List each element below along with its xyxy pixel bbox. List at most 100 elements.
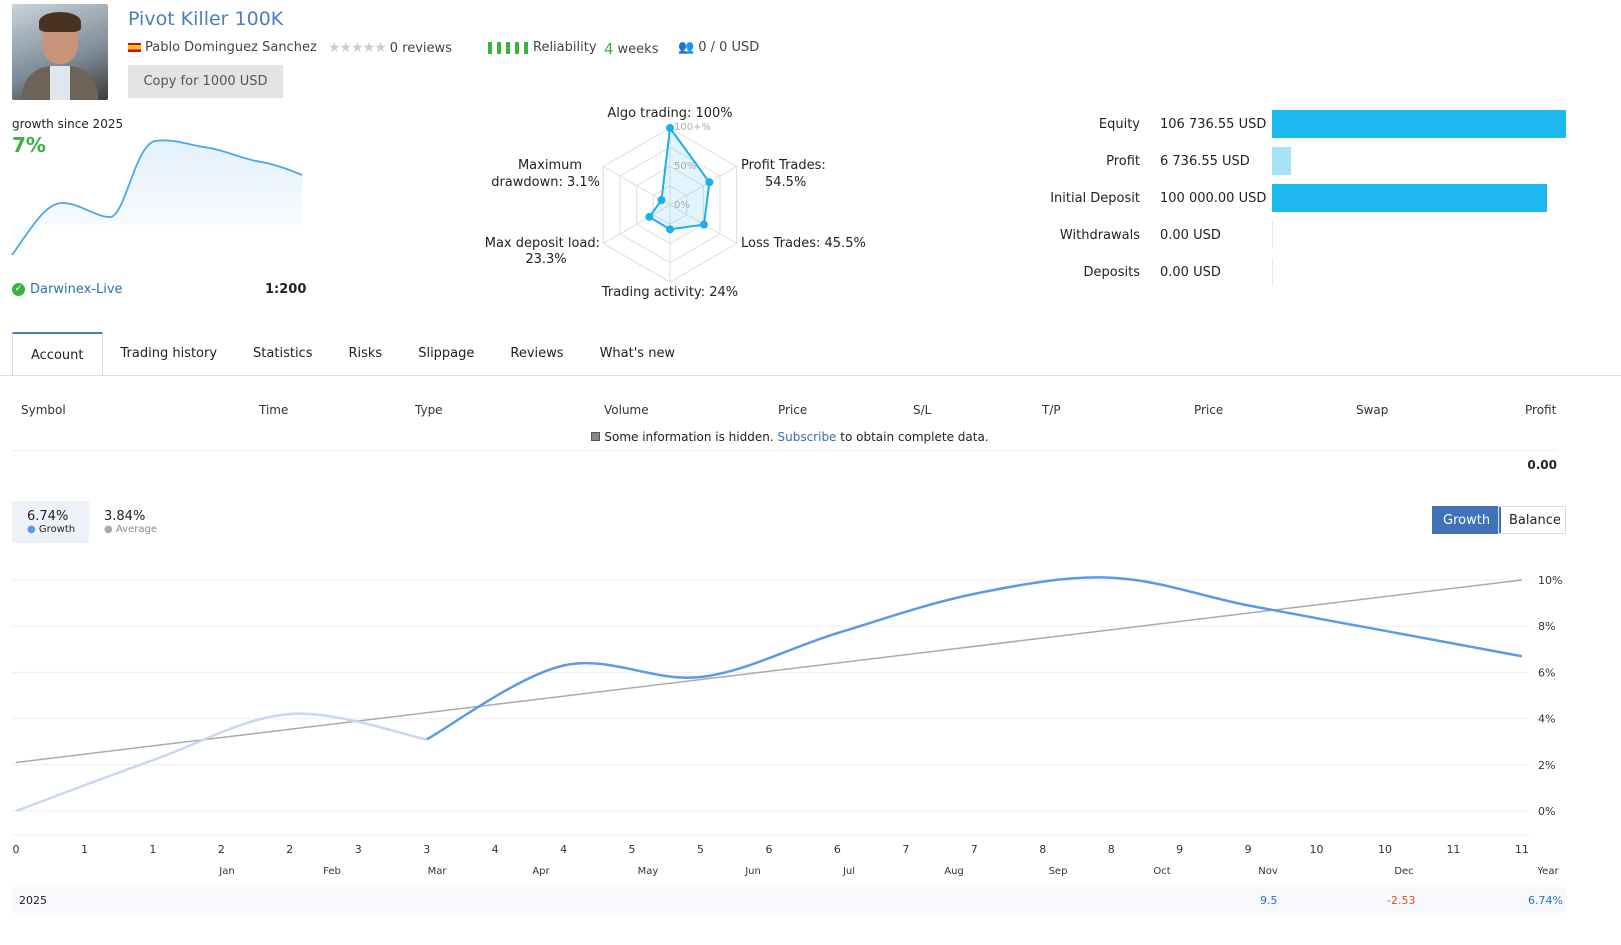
y-tick-label: 0%	[1538, 805, 1555, 818]
subscribers-icon: 👥	[678, 40, 695, 55]
radar-chart	[602, 124, 738, 283]
x-tick-label: 1	[149, 843, 156, 856]
month-label: Nov	[1258, 866, 1278, 877]
balance-label: Initial Deposit	[1050, 191, 1140, 206]
month-label: Sep	[1048, 866, 1068, 877]
total-profit: 0.00	[1527, 458, 1557, 472]
tab-risks[interactable]: Risks	[348, 346, 383, 361]
divider	[12, 450, 1557, 451]
radar-scale-0: 0%	[674, 200, 690, 211]
growth-value: 7%	[12, 133, 46, 157]
growth-chart: 10%8%6%4%2%0%0 1 1 2 2 3 3 4 4 5 5 6 6 7 7 8 8 9 9 10 10 11 11	[12, 574, 1562, 856]
radar-label-dd-value: drawdown: 3.1%	[491, 175, 600, 190]
hidden-notice: Some information is hidden. Subscribe to…	[0, 430, 1580, 444]
growth-legend-label: Growth	[38, 524, 76, 535]
legend-growth[interactable]: 6.74% ● Growth	[12, 501, 89, 543]
radar-point	[666, 225, 674, 234]
year-total: 6.74%	[1528, 894, 1563, 907]
balance-toggle[interactable]: Balance	[1498, 506, 1566, 534]
column-header: Time	[259, 403, 289, 417]
month-label: Jan	[219, 866, 235, 877]
column-header: Symbol	[21, 403, 66, 417]
tab-reviews[interactable]: Reviews	[510, 346, 564, 361]
x-tick-label: 3	[355, 843, 362, 856]
tab-trading-history[interactable]: Trading history	[120, 346, 218, 361]
x-tick-label: 7	[902, 843, 909, 856]
verified-icon: ✓	[12, 283, 25, 296]
month-label: Mar	[427, 866, 447, 877]
radar-area	[647, 125, 711, 231]
month-label: Jul	[842, 866, 856, 877]
balance-bar	[1272, 221, 1273, 249]
average-legend-value: 3.84%	[104, 509, 146, 524]
avatar	[12, 4, 108, 100]
growth-label: growth since 2025	[12, 117, 124, 131]
broker-name: Darwinex-Live	[30, 282, 123, 297]
radar-point	[705, 178, 714, 187]
star-rating-icon: ★★★★★	[328, 40, 387, 56]
nov-value: 9.5	[1260, 894, 1278, 907]
growth-line-early	[15, 712, 427, 813]
radar-scale-50: 50%	[674, 161, 697, 172]
reviews[interactable]: ★★★★★ 0 reviews	[328, 40, 452, 56]
subscribe-link[interactable]: Subscribe	[777, 430, 837, 444]
legend-average[interactable]: 3.84% ● Average	[89, 501, 169, 543]
x-tick-label: 10	[1378, 843, 1392, 856]
year-row	[12, 887, 1567, 913]
radar-point	[699, 220, 708, 229]
x-tick-label: 6	[765, 843, 772, 856]
balance-value: 0.00 USD	[1160, 265, 1221, 280]
radar-label-activity: Trading activity: 24%	[601, 285, 739, 300]
balance-label: Deposits	[1083, 265, 1140, 280]
x-tick-label: 9	[1245, 843, 1252, 856]
copy-button[interactable]: Copy for 1000 USD	[128, 65, 283, 98]
broker-link[interactable]: ✓ Darwinex-Live	[12, 282, 123, 297]
balance-value: 6 736.55 USD	[1160, 154, 1250, 169]
x-tick-label: 6	[834, 843, 841, 856]
radar-label-profit: Profit Trades:	[741, 158, 826, 173]
column-header: Price	[778, 403, 808, 417]
x-tick-label: 4	[492, 843, 499, 856]
x-tick-label: 2	[218, 843, 225, 856]
y-tick-label: 4%	[1538, 713, 1555, 726]
balance-value: 0.00 USD	[1160, 228, 1221, 243]
y-tick-label: 8%	[1538, 620, 1555, 633]
divider	[0, 375, 1621, 376]
radar-label-dd: Maximum	[517, 158, 583, 173]
leverage: 1:200	[265, 282, 307, 297]
balance-bar	[1272, 147, 1291, 175]
tab-statistics[interactable]: Statistics	[253, 346, 313, 361]
balance-label: Profit	[1106, 154, 1140, 169]
author[interactable]: Pablo Dominguez Sanchez	[128, 40, 317, 55]
radar-label-algo: Algo trading: 100%	[607, 106, 733, 121]
average-legend-label: Average	[115, 524, 157, 535]
growth-toggle[interactable]: Growth	[1432, 506, 1502, 534]
balance-label: Withdrawals	[1059, 228, 1140, 243]
column-header: S/L	[913, 403, 932, 417]
column-header: Swap	[1356, 403, 1389, 417]
reliability: Reliability	[488, 40, 597, 55]
balance-bar	[1272, 184, 1548, 212]
column-header: T/P	[1042, 403, 1061, 417]
x-tick-label: 5	[629, 843, 636, 856]
x-tick-label: 11	[1446, 843, 1460, 856]
y-tick-label: 2%	[1538, 759, 1555, 772]
radar-point	[666, 124, 674, 132]
radar-label-load-value: 23.3%	[525, 252, 567, 267]
tab-slippage[interactable]: Slippage	[418, 346, 475, 361]
year-label: 2025	[19, 894, 47, 907]
notice-text: Some information is hidden.	[604, 430, 774, 444]
radar-label-profit-value: 54.5%	[765, 175, 807, 190]
radar-scale-100: 100+%	[674, 122, 711, 133]
weeks-label: weeks	[617, 41, 659, 57]
y-tick-label: 10%	[1538, 574, 1562, 587]
weeks: 4 weeks	[604, 40, 658, 58]
x-tick-label: 1	[81, 843, 88, 856]
tab-what-s-new[interactable]: What's new	[599, 346, 676, 361]
tab-account[interactable]: Account	[12, 332, 103, 376]
signal-title[interactable]: Pivot Killer 100K	[128, 8, 284, 30]
balance-value: 100 000.00 USD	[1160, 191, 1267, 206]
lock-icon	[591, 432, 601, 441]
radar-label-load: Max deposit load:	[484, 236, 600, 251]
x-tick-label: 9	[1176, 843, 1183, 856]
